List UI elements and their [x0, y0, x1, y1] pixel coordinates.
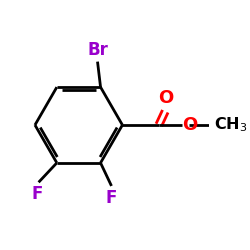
Text: O: O [182, 116, 198, 134]
Text: F: F [31, 185, 42, 203]
Text: CH$_3$: CH$_3$ [214, 116, 248, 134]
Text: Br: Br [87, 41, 108, 59]
Text: O: O [158, 89, 173, 107]
Text: F: F [106, 189, 117, 207]
